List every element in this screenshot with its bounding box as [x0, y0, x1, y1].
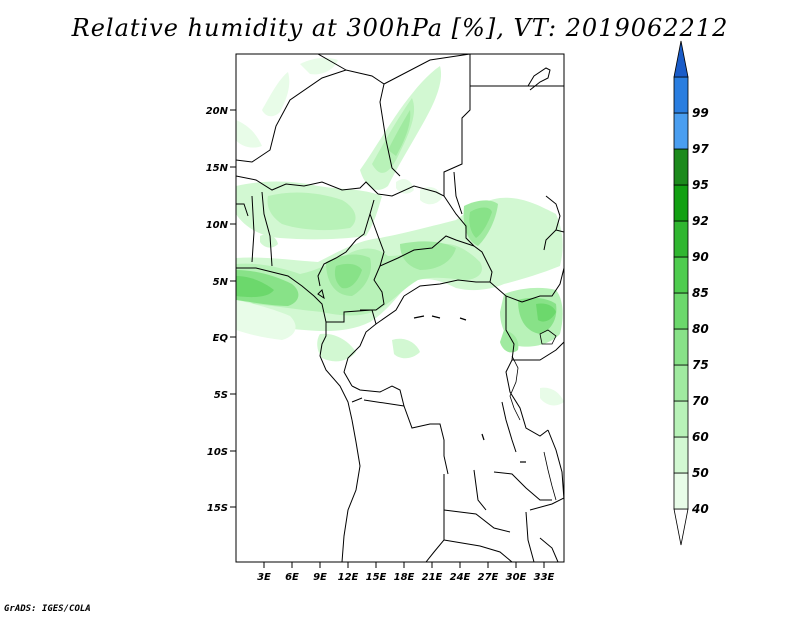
colorbar-label: 70	[692, 394, 709, 408]
lon-tick: 30E	[506, 562, 527, 583]
colorbar-swatch	[673, 112, 689, 150]
lon-tick-label: 33E	[534, 572, 555, 583]
lon-tick-label: 18E	[394, 572, 415, 583]
colorbar-label: 85	[692, 286, 709, 300]
colorbar-swatch	[673, 256, 689, 294]
colorbar-swatch	[673, 292, 689, 330]
colorbar-label: 50	[692, 466, 709, 480]
colorbar-swatch	[673, 400, 689, 438]
colorbar-swatch	[673, 76, 689, 114]
lat-tick-label: 5S	[214, 390, 228, 401]
lat-tick: 15N	[206, 163, 236, 174]
colorbar: 40 50 60 70 75 80 85 90 92 95 97 99	[673, 40, 709, 546]
lat-tick-label: 15S	[207, 503, 228, 514]
colorbar-label: 92	[692, 214, 709, 228]
lon-tick-label: 3E	[257, 572, 271, 583]
colorbar-swatch	[673, 40, 689, 78]
colorbar-swatch	[673, 184, 689, 222]
country-borders	[236, 54, 564, 562]
colorbar-swatch	[673, 436, 689, 474]
lon-tick-label: 15E	[366, 572, 387, 583]
colorbar-label: 97	[692, 142, 709, 156]
lat-tick-label: 10S	[207, 447, 228, 458]
lat-tick: 15S	[207, 503, 236, 514]
colorbar-label: 75	[692, 358, 709, 372]
map-frame	[235, 53, 565, 563]
colorbar-swatch	[673, 508, 689, 546]
lon-tick-label: 6E	[285, 572, 299, 583]
colorbar-label: 40	[691, 502, 709, 516]
lon-tick-label: 27E	[478, 572, 499, 583]
lat-tick-label: 15N	[206, 163, 229, 174]
lon-tick: 24E	[450, 562, 471, 583]
colorbar-swatch	[673, 364, 689, 402]
colorbar-swatch	[673, 472, 689, 510]
humidity-shading	[236, 57, 564, 406]
lat-tick: 10N	[206, 220, 236, 231]
lat-tick-label: 20N	[206, 106, 229, 117]
lon-tick-label: 24E	[450, 572, 471, 583]
lon-tick: 21E	[422, 562, 443, 583]
map-title: Relative humidity at 300hPa [%], VT: 201…	[71, 14, 729, 42]
lat-tick: 20N	[206, 106, 236, 117]
latitude-axis: 20N 15N 10N 5N EQ 5S 10S 15S	[206, 106, 236, 514]
colorbar-swatch	[673, 328, 689, 366]
lon-tick: 9E	[313, 562, 327, 583]
colorbar-label: 60	[692, 430, 709, 444]
colorbar-labels: 40 50 60 70 75 80 85 90 92 95 97 99	[691, 106, 709, 516]
lon-tick: 6E	[285, 562, 299, 583]
colorbar-label: 95	[692, 178, 709, 192]
lon-tick-label: 21E	[422, 572, 443, 583]
lon-tick: 18E	[394, 562, 415, 583]
lat-tick-label: 10N	[206, 220, 229, 231]
lat-tick-label: EQ	[213, 333, 229, 344]
colorbar-label: 80	[692, 322, 709, 336]
lon-tick: 3E	[257, 562, 271, 583]
longitude-axis: 3E 6E 9E 12E 15E 18E 21E 24E 27E 30E 33E	[257, 562, 555, 583]
lon-tick: 33E	[534, 562, 555, 583]
lon-tick-label: 9E	[313, 572, 327, 583]
grads-credit: GrADS: IGES/COLA	[4, 604, 91, 614]
colorbar-swatches	[673, 40, 689, 546]
lat-tick-label: 5N	[213, 277, 229, 288]
lon-tick: 12E	[338, 562, 359, 583]
lon-tick: 27E	[478, 562, 499, 583]
lon-tick: 15E	[366, 562, 387, 583]
lat-tick: 5S	[214, 390, 236, 401]
colorbar-swatch	[673, 148, 689, 186]
humidity-map: 20N 15N 10N 5N EQ 5S 10S 15S 3E 6E 9E 12…	[206, 40, 709, 583]
lon-tick-label: 12E	[338, 572, 359, 583]
lat-tick: 5N	[213, 277, 236, 288]
lat-tick: EQ	[213, 333, 236, 344]
colorbar-swatch	[673, 220, 689, 258]
lat-tick: 10S	[207, 447, 236, 458]
colorbar-label: 90	[692, 250, 709, 264]
colorbar-label: 99	[692, 106, 709, 120]
lon-tick-label: 30E	[506, 572, 527, 583]
